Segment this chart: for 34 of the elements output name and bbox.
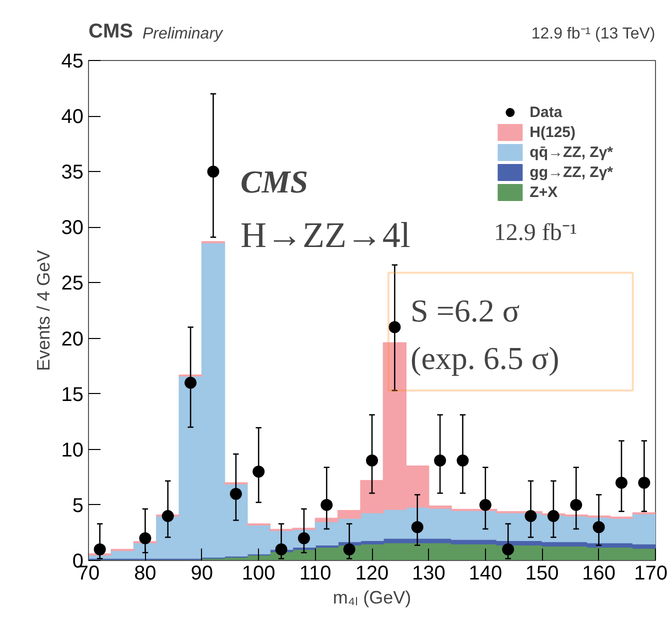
x-tick-label: 120 (355, 562, 389, 584)
legend-label: Data (530, 102, 562, 122)
y-tick-label: 5 (72, 494, 84, 517)
annotation: S =6.2 σ (410, 292, 520, 328)
x-tick-label: 110 (299, 562, 332, 584)
x-axis-title: m₄ₗ (GeV) (332, 588, 412, 608)
x-tick-label: 130 (412, 562, 446, 584)
y-axis-title: Events / 4 GeV (33, 250, 54, 372)
legend-label: gg→ZZ, Zγ* (530, 162, 613, 182)
chart-title: CMS (88, 20, 133, 42)
y-tick-label: 10 (61, 439, 84, 462)
legend-label: H(125) (530, 122, 576, 142)
y-tick-label: 25 (61, 272, 84, 295)
y-tick-label: 30 (61, 217, 84, 240)
annotation: (exp. 6.5 σ) (410, 340, 560, 376)
text: 12.9 fb⁻¹ (13 TeV) (531, 26, 656, 42)
x-tick-label: 90 (190, 562, 214, 584)
x-tick-label: 80 (134, 562, 156, 584)
y-tick-label: 45 (61, 50, 84, 72)
x-tick-label: 100 (242, 562, 276, 584)
x-tick-label: 150 (525, 562, 559, 584)
annotation: 12.9 fb⁻¹ (494, 220, 578, 246)
y-tick-label: 40 (61, 106, 84, 128)
x-tick-label: 170 (634, 562, 667, 584)
annotation: CMS (240, 163, 308, 200)
y-tick-label: 15 (61, 384, 84, 406)
chart-subtitle: Preliminary (142, 26, 224, 42)
legend-label: Z+X (530, 182, 558, 202)
legend-label: qq̄→ZZ, Zγ* (530, 142, 613, 162)
annotation: H→ZZ→4l (240, 214, 410, 255)
x-tick-label: 140 (468, 562, 502, 584)
y-tick-label: 20 (61, 328, 84, 350)
x-tick-label: 160 (582, 562, 616, 584)
y-tick-label: 35 (61, 162, 84, 184)
